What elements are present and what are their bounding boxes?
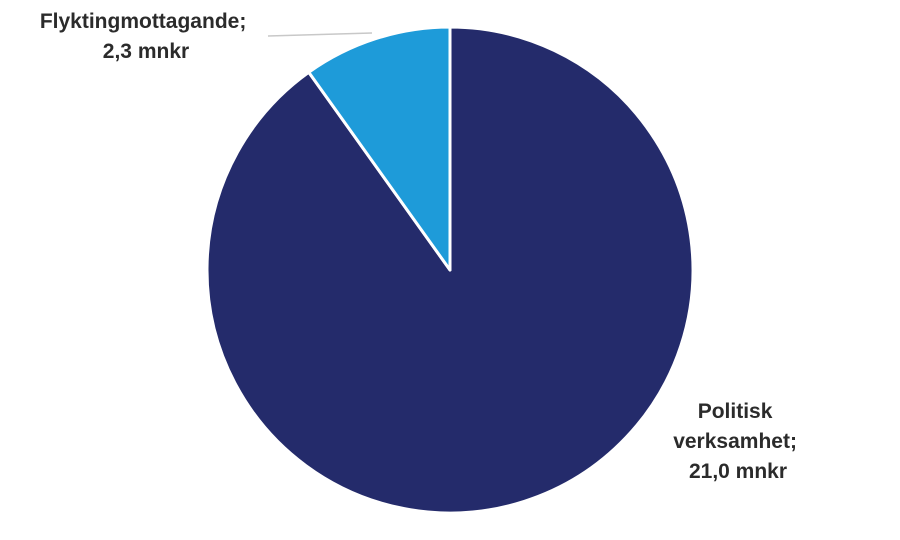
slice-label-line: 21,0 mnkr	[689, 460, 787, 483]
slice-label-line: verksamhet;	[673, 430, 797, 453]
slice-label-politisk-verksamhet: Politisk verksamhet; 21,0 mnkr	[673, 400, 803, 483]
pie-labels: Flyktingmottagande; 2,3 mnkr Politisk ve…	[40, 10, 803, 483]
slice-label-line: 2,3 mnkr	[103, 40, 189, 63]
leader-line-flyktingmottagande	[267, 32, 373, 37]
slice-label-flyktingmottagande: Flyktingmottagande; 2,3 mnkr	[40, 10, 252, 63]
slice-label-line: Politisk	[698, 400, 773, 423]
slice-label-line: Flyktingmottagande;	[40, 10, 247, 33]
pie-slice-flyktingmottagande	[307, 25, 452, 272]
pie-slices	[205, 25, 695, 515]
